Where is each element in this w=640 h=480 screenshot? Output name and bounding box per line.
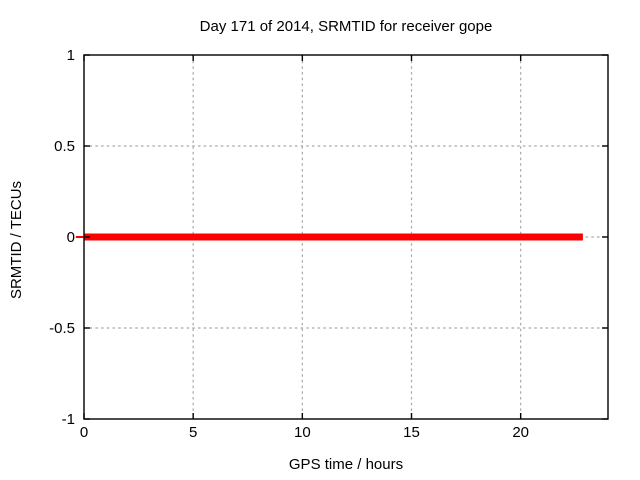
y-tick-label--1: -1 xyxy=(62,411,75,428)
x-tick-label-10: 10 xyxy=(294,424,311,441)
y-tick-label-0.5: 0.5 xyxy=(54,138,75,155)
x-tick-label-15: 15 xyxy=(403,424,420,441)
chart-title: Day 171 of 2014, SRMTID for receiver gop… xyxy=(199,18,493,35)
x-tick-label-20: 20 xyxy=(512,424,529,441)
y-tick-label-1: 1 xyxy=(67,47,75,64)
y-tick-label--0.5: -0.5 xyxy=(49,320,75,337)
y-tick-label-0: 0 xyxy=(67,229,75,246)
x-axis-label: GPS time / hours xyxy=(288,456,404,473)
x-tick-label-0: 0 xyxy=(80,424,88,441)
x-tick-label-5: 5 xyxy=(189,424,197,441)
